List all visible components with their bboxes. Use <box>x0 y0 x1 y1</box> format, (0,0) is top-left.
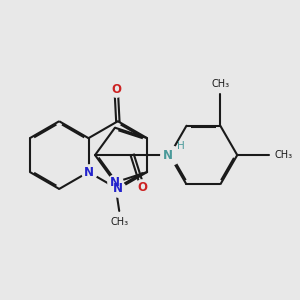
Text: N: N <box>163 148 173 162</box>
Text: N: N <box>83 166 94 178</box>
Text: O: O <box>111 82 121 96</box>
Text: H: H <box>176 141 184 151</box>
Text: CH₃: CH₃ <box>211 79 230 88</box>
Text: CH₃: CH₃ <box>110 217 128 227</box>
Text: N: N <box>113 182 123 195</box>
Text: O: O <box>137 181 148 194</box>
Text: N: N <box>110 176 120 189</box>
Text: CH₃: CH₃ <box>274 150 292 160</box>
